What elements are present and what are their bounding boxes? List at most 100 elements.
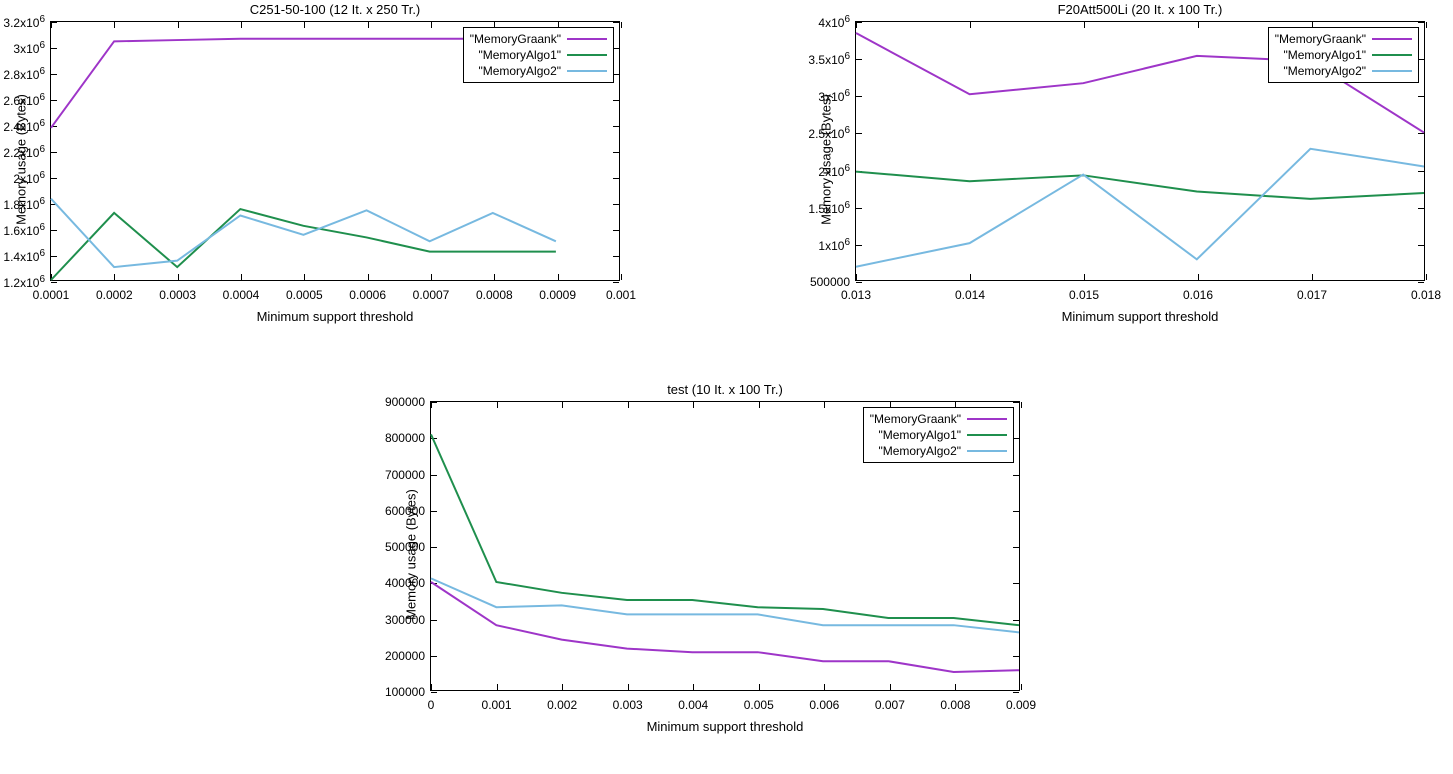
legend-item: "MemoryAlgo1": [870, 427, 1007, 443]
series-line: [856, 172, 1424, 199]
y-tick-label: 200000: [385, 649, 431, 663]
y-tick-label: 2.5x106: [808, 125, 856, 141]
y-tick-label: 600000: [385, 504, 431, 518]
y-tick-label: 1.8x106: [3, 196, 51, 212]
tick-mark: [621, 22, 622, 28]
legend-label: "MemoryGraank": [470, 32, 561, 46]
x-tick-label: 0.014: [955, 280, 985, 302]
chart3: test (10 It. x 100 Tr.) Memory usage (Byt…: [430, 382, 1020, 734]
legend: "MemoryGraank" "MemoryAlgo1" "MemoryAlgo2": [863, 407, 1014, 463]
x-tick-label: 0.0003: [159, 280, 196, 302]
legend-label: "MemoryAlgo1": [878, 428, 961, 442]
y-tick-label: 400000: [385, 576, 431, 590]
y-tick-label: 1.6x106: [3, 222, 51, 238]
x-tick-label: 0.003: [613, 690, 643, 712]
x-tick-label: 0.0002: [96, 280, 133, 302]
y-tick-label: 500000: [385, 540, 431, 554]
x-tick-label: 0.007: [875, 690, 905, 712]
x-tick-label: 0.008: [940, 690, 970, 712]
y-tick-label: 3.5x106: [808, 51, 856, 67]
legend-label: "MemoryAlgo1": [1283, 48, 1366, 62]
x-tick-label: 0.001: [606, 280, 636, 302]
legend-line: [967, 450, 1007, 452]
chart-title: C251-50-100 (12 It. x 250 Tr.): [50, 2, 620, 17]
y-tick-label: 300000: [385, 613, 431, 627]
x-axis-label: Minimum support threshold: [855, 309, 1425, 324]
x-tick-label: 0: [428, 690, 435, 712]
legend-line: [567, 54, 607, 56]
x-tick-label: 0.018: [1411, 280, 1441, 302]
chart2: F20Att500Li (20 It. x 100 Tr.) Memory usa…: [855, 2, 1425, 324]
legend-line: [967, 418, 1007, 420]
legend-item: "MemoryAlgo2": [1275, 63, 1412, 79]
y-tick-label: 900000: [385, 395, 431, 409]
legend-line: [1372, 70, 1412, 72]
tick-mark: [621, 274, 622, 280]
legend-line: [567, 70, 607, 72]
x-tick-label: 0.009: [1006, 690, 1036, 712]
legend-item: "MemoryAlgo1": [470, 47, 607, 63]
tick-mark: [1426, 274, 1427, 280]
y-tick-label: 1.4x106: [3, 248, 51, 264]
x-axis-label: Minimum support threshold: [50, 309, 620, 324]
legend: "MemoryGraank" "MemoryAlgo1" "MemoryAlgo2": [1268, 27, 1419, 83]
chart1: C251-50-100 (12 It. x 250 Tr.) Memory usa…: [50, 2, 620, 324]
tick-mark: [1021, 684, 1022, 690]
y-tick-label: 800000: [385, 431, 431, 445]
x-tick-label: 0.0001: [33, 280, 70, 302]
legend-label: "MemoryAlgo2": [878, 444, 961, 458]
x-tick-label: 0.001: [482, 690, 512, 712]
legend: "MemoryGraank" "MemoryAlgo1" "MemoryAlgo2": [463, 27, 614, 83]
chart-title: test (10 It. x 100 Tr.): [430, 382, 1020, 397]
x-tick-label: 0.002: [547, 690, 577, 712]
legend-line: [567, 38, 607, 40]
legend-line: [967, 434, 1007, 436]
x-tick-label: 0.015: [1069, 280, 1099, 302]
x-tick-label: 0.004: [678, 690, 708, 712]
plot-area: Memory usage (Bytes)1.2x1061.4x1061.6x10…: [50, 21, 620, 281]
legend-item: "MemoryGraank": [470, 31, 607, 47]
y-tick-label: 3.2x106: [3, 14, 51, 30]
tick-mark: [1021, 402, 1022, 408]
plot-area: Memory usage (Bytes)10000020000030000040…: [430, 401, 1020, 691]
chart-title: F20Att500Li (20 It. x 100 Tr.): [855, 2, 1425, 17]
legend-item: "MemoryGraank": [1275, 31, 1412, 47]
tick-mark: [1426, 22, 1427, 28]
legend-item: "MemoryAlgo1": [1275, 47, 1412, 63]
legend-label: "MemoryAlgo2": [478, 64, 561, 78]
y-axis-label: Memory usage (Bytes): [404, 475, 419, 635]
series-line: [856, 149, 1424, 267]
y-tick-label: 2x106: [818, 163, 856, 179]
x-tick-label: 0.0008: [476, 280, 513, 302]
x-tick-label: 0.0009: [539, 280, 576, 302]
legend-label: "MemoryGraank": [1275, 32, 1366, 46]
series-line: [51, 199, 556, 267]
legend-label: "MemoryAlgo2": [1283, 64, 1366, 78]
series-line: [431, 582, 1019, 672]
x-axis-label: Minimum support threshold: [430, 719, 1020, 734]
y-tick-label: 2.4x106: [3, 118, 51, 134]
x-tick-label: 0.0005: [286, 280, 323, 302]
series-line: [51, 209, 556, 280]
x-tick-label: 0.005: [744, 690, 774, 712]
y-tick-label: 2.2x106: [3, 144, 51, 160]
x-tick-label: 0.017: [1297, 280, 1327, 302]
x-tick-label: 0.013: [841, 280, 871, 302]
y-tick-label: 700000: [385, 468, 431, 482]
y-tick-label: 3x106: [818, 88, 856, 104]
y-tick-label: 3x106: [13, 40, 51, 56]
y-tick-label: 100000: [385, 685, 431, 699]
y-tick-label: 2.8x106: [3, 66, 51, 82]
y-tick-label: 1x106: [818, 237, 856, 253]
legend-label: "MemoryAlgo1": [478, 48, 561, 62]
legend-item: "MemoryAlgo2": [470, 63, 607, 79]
legend-line: [1372, 54, 1412, 56]
legend-item: "MemoryAlgo2": [870, 443, 1007, 459]
y-tick-label: 2x106: [13, 170, 51, 186]
y-tick-label: 1.5x106: [808, 200, 856, 216]
x-tick-label: 0.016: [1183, 280, 1213, 302]
y-tick-label: 4x106: [818, 14, 856, 30]
plot-area: Memory usage (Bytes)5000001x1061.5x1062x…: [855, 21, 1425, 281]
legend-label: "MemoryGraank": [870, 412, 961, 426]
x-tick-label: 0.006: [809, 690, 839, 712]
